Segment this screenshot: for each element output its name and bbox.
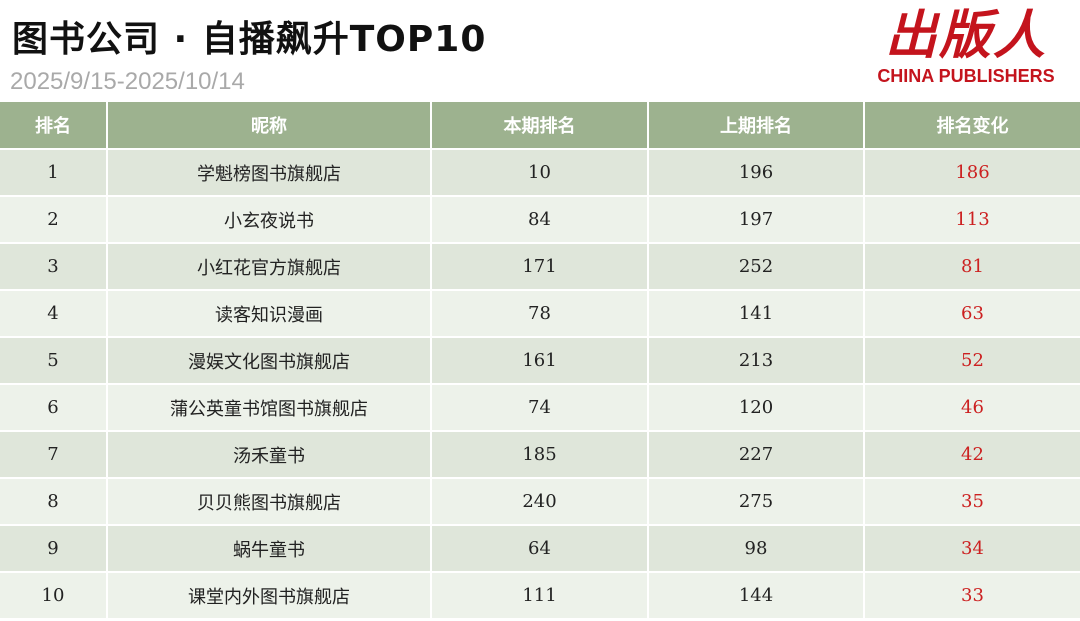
table-header-row: 排名 昵称 本期排名 上期排名 排名变化 — [0, 102, 1080, 149]
current-rank-cell: 185 — [431, 430, 649, 478]
table-row: 6 蒲公英童书馆图书旗舰店 74 120 46 — [0, 383, 1080, 431]
nickname-cell: 汤禾童书 — [107, 430, 432, 478]
previous-rank-cell: 144 — [648, 571, 865, 618]
rank-change-cell: 35 — [864, 477, 1080, 525]
table-row: 7 汤禾童书 185 227 42 — [0, 430, 1080, 478]
rank-change-cell: 46 — [864, 383, 1080, 431]
rank-change-cell: 81 — [864, 242, 1080, 290]
current-rank-cell: 171 — [431, 242, 649, 290]
previous-rank-cell: 227 — [648, 430, 865, 478]
table-row: 1 学魁榜图书旗舰店 10 196 186 — [0, 148, 1080, 196]
previous-rank-cell: 275 — [648, 477, 865, 525]
table-row: 10 课堂内外图书旗舰店 111 144 33 — [0, 571, 1080, 618]
column-header-current-rank: 本期排名 — [431, 102, 649, 149]
column-header-previous-rank: 上期排名 — [648, 102, 865, 149]
previous-rank-cell: 252 — [648, 242, 865, 290]
previous-rank-cell: 197 — [648, 195, 865, 243]
nickname-cell: 课堂内外图书旗舰店 — [107, 571, 432, 618]
column-header-nickname: 昵称 — [107, 102, 432, 149]
table-row: 3 小红花官方旗舰店 171 252 81 — [0, 242, 1080, 290]
table-row: 2 小玄夜说书 84 197 113 — [0, 195, 1080, 243]
current-rank-cell: 111 — [431, 571, 649, 618]
date-range: 2025/9/15-2025/10/14 — [10, 68, 245, 95]
page-title: 图书公司 · 自播飙升TOP10 — [12, 19, 487, 60]
rank-cell: 8 — [0, 477, 108, 525]
nickname-cell: 漫娱文化图书旗舰店 — [107, 336, 432, 384]
previous-rank-cell: 213 — [648, 336, 865, 384]
nickname-cell: 学魁榜图书旗舰店 — [107, 148, 432, 196]
logo-chinese-text: 出版人 — [884, 5, 1047, 66]
column-header-rank-change: 排名变化 — [864, 102, 1080, 149]
rank-cell: 7 — [0, 430, 108, 478]
rank-cell: 1 — [0, 148, 108, 196]
rank-cell: 5 — [0, 336, 108, 384]
current-rank-cell: 78 — [431, 289, 649, 337]
rank-change-cell: 186 — [864, 148, 1080, 196]
nickname-cell: 贝贝熊图书旗舰店 — [107, 477, 432, 525]
table-row: 5 漫娱文化图书旗舰店 161 213 52 — [0, 336, 1080, 384]
current-rank-cell: 64 — [431, 524, 649, 572]
rank-change-cell: 34 — [864, 524, 1080, 572]
nickname-cell: 读客知识漫画 — [107, 289, 432, 337]
nickname-cell: 蒲公英童书馆图书旗舰店 — [107, 383, 432, 431]
ranking-table: 排名 昵称 本期排名 上期排名 排名变化 1 学魁榜图书旗舰店 10 196 186 2 小… — [0, 102, 1080, 618]
previous-rank-cell: 141 — [648, 289, 865, 337]
nickname-cell: 小红花官方旗舰店 — [107, 242, 432, 290]
table-row: 9 蜗牛童书 64 98 34 — [0, 524, 1080, 572]
current-rank-cell: 74 — [431, 383, 649, 431]
current-rank-cell: 84 — [431, 195, 649, 243]
rank-cell: 6 — [0, 383, 108, 431]
nickname-cell: 小玄夜说书 — [107, 195, 432, 243]
current-rank-cell: 161 — [431, 336, 649, 384]
nickname-cell: 蜗牛童书 — [107, 524, 432, 572]
current-rank-cell: 10 — [431, 148, 649, 196]
table-row: 8 贝贝熊图书旗舰店 240 275 35 — [0, 477, 1080, 525]
publisher-logo: 出版人 CHINA PUBLISHERS — [858, 6, 1074, 98]
rank-cell: 4 — [0, 289, 108, 337]
logo-english-text: CHINA PUBLISHERS — [877, 66, 1055, 86]
rank-change-cell: 63 — [864, 289, 1080, 337]
rank-change-cell: 33 — [864, 571, 1080, 618]
rank-cell: 9 — [0, 524, 108, 572]
previous-rank-cell: 196 — [648, 148, 865, 196]
table-row: 4 读客知识漫画 78 141 63 — [0, 289, 1080, 337]
rank-change-cell: 52 — [864, 336, 1080, 384]
previous-rank-cell: 98 — [648, 524, 865, 572]
column-header-rank: 排名 — [0, 102, 108, 149]
current-rank-cell: 240 — [431, 477, 649, 525]
previous-rank-cell: 120 — [648, 383, 865, 431]
rank-change-cell: 42 — [864, 430, 1080, 478]
rank-cell: 3 — [0, 242, 108, 290]
rank-cell: 2 — [0, 195, 108, 243]
rank-cell: 10 — [0, 571, 108, 618]
rank-change-cell: 113 — [864, 195, 1080, 243]
table-body: 1 学魁榜图书旗舰店 10 196 186 2 小玄夜说书 84 197 113 3 小红花官方旗舰店… — [0, 148, 1080, 618]
page-header: 图书公司 · 自播飙升TOP10 2025/9/15-2025/10/14 出版… — [0, 0, 1080, 102]
